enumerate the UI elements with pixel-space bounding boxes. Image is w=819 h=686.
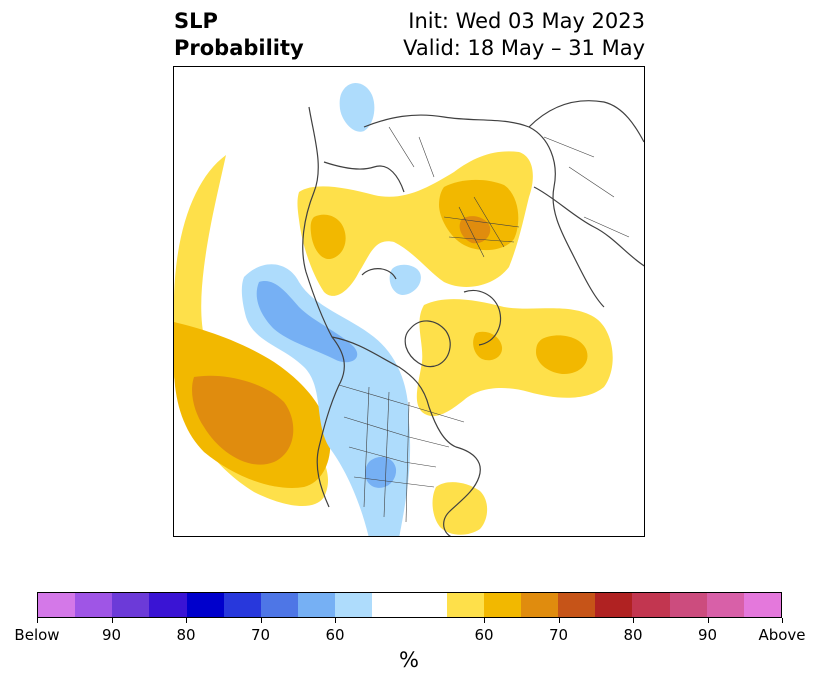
colorbar-segment xyxy=(632,593,670,617)
colorbar-tick-label: 70 xyxy=(548,626,569,644)
colorbar-tick-mark xyxy=(707,618,709,623)
colorbar-segment xyxy=(335,593,373,617)
greenland-above-70 xyxy=(473,331,503,361)
colorbar-segment xyxy=(483,593,522,617)
colorbar-unit: % xyxy=(399,648,419,672)
colorbar-tick-mark xyxy=(484,618,485,623)
valid-period: Valid: 18 May – 31 May xyxy=(403,36,645,60)
title-line-1: SLP xyxy=(174,9,218,33)
plains-below-70 xyxy=(365,456,397,488)
colorbar-tick-mark xyxy=(186,618,187,623)
colorbar-tick-mark xyxy=(37,618,38,623)
pacific-above-80 xyxy=(192,375,294,465)
colorbar-tick-mark xyxy=(633,618,634,623)
siberia-above-70 xyxy=(310,214,346,260)
colorbar-tick-mark xyxy=(111,618,113,623)
colorbar-segment xyxy=(372,593,447,617)
colorbar-segment xyxy=(223,593,261,617)
init-date: Init: Wed 03 May 2023 xyxy=(408,9,645,33)
colorbar-segment xyxy=(149,593,187,617)
colorbar-segment xyxy=(75,593,113,617)
atlantic-above-60 xyxy=(416,299,613,417)
arctic-below-60 xyxy=(389,264,421,295)
colorbar-tick-mark xyxy=(558,618,560,623)
colorbar-segment xyxy=(260,593,299,617)
title-line-2: Probability xyxy=(174,36,304,60)
colorbar-tick-mark xyxy=(260,618,262,623)
colorbar-tick-label: 90 xyxy=(101,626,122,644)
colorbar-tick-label: 70 xyxy=(250,626,271,644)
colorbar-segment xyxy=(669,593,707,617)
western-below-70 xyxy=(256,281,358,363)
date-info: Init: Wed 03 May 2023 Valid: 18 May – 31… xyxy=(403,8,645,62)
probability-colorbar xyxy=(37,592,782,618)
political-borders xyxy=(338,126,630,523)
colorbar-segment xyxy=(112,593,150,617)
colorbar-segment xyxy=(521,593,559,617)
colorbar-tick-label: Above xyxy=(758,626,806,644)
colorbar-segment xyxy=(558,593,596,617)
colorbar-tick-label: 60 xyxy=(325,626,345,644)
colorbar-segment xyxy=(298,593,336,617)
scandinavia-below-60 xyxy=(339,83,375,132)
probability-map xyxy=(173,66,645,537)
colorbar-segment xyxy=(186,593,224,617)
colorbar-tick-mark xyxy=(335,618,336,623)
atlantic-above-70 xyxy=(536,335,588,375)
colorbar-segment xyxy=(595,593,633,617)
colorbar-tick-mark xyxy=(782,618,783,623)
colorbar-tick-label: Below xyxy=(14,626,60,644)
colorbar-segment xyxy=(446,593,484,617)
colorbar-tick-label: 80 xyxy=(623,626,643,644)
southeast-above-60 xyxy=(432,482,488,535)
colorbar-segment xyxy=(706,593,744,617)
map-canvas xyxy=(174,83,644,536)
colorbar-segment xyxy=(38,593,76,617)
colorbar-tick-label: 90 xyxy=(697,626,718,644)
colorbar-tick-label: 80 xyxy=(176,626,196,644)
coastlines xyxy=(302,100,644,536)
europe-above-70 xyxy=(439,179,519,251)
colorbar-segment xyxy=(743,593,782,617)
map-title: SLP Probability xyxy=(174,8,304,62)
colorbar-tick-label: 60 xyxy=(474,626,494,644)
